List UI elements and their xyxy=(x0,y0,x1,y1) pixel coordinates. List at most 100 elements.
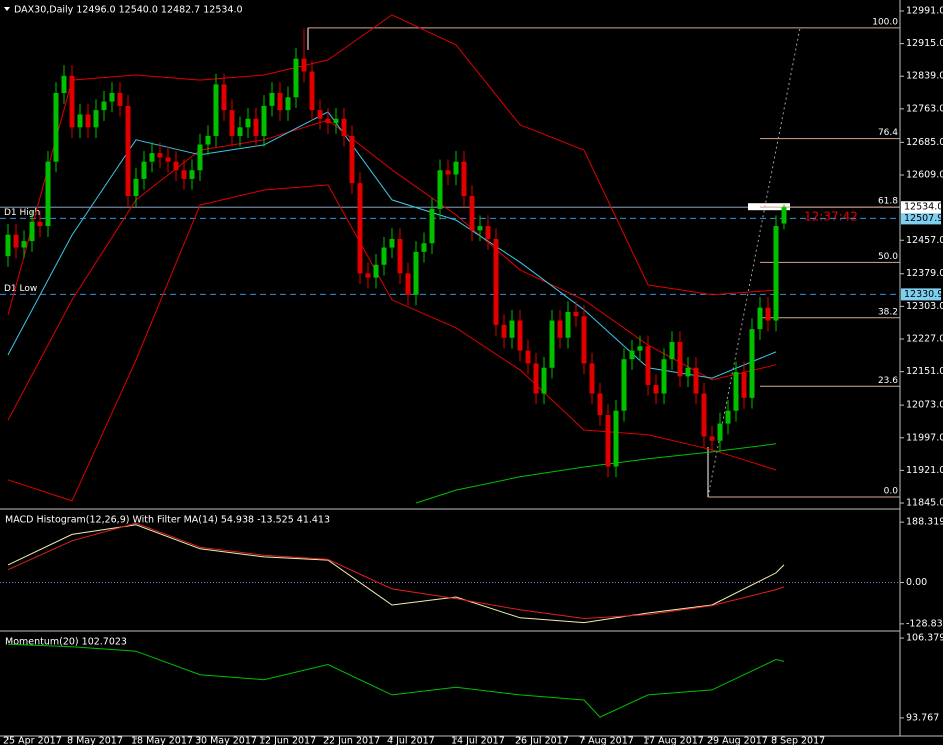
x-tick-label: 17 Aug 2017 xyxy=(643,736,704,745)
x-tick-label: 25 Apr 2017 xyxy=(3,736,62,745)
candle-body xyxy=(533,363,539,394)
chart-title: DAX30,Daily 12496.0 12540.0 12482.7 1253… xyxy=(14,5,243,16)
candle-body xyxy=(437,170,443,209)
candle-body xyxy=(709,436,715,441)
indicator-line xyxy=(7,14,777,316)
candle-body xyxy=(349,135,355,184)
candle-body xyxy=(549,320,555,368)
candle-body xyxy=(229,110,235,136)
candle-body xyxy=(365,273,371,278)
x-tick-label: 7 Aug 2017 xyxy=(579,736,634,745)
candle-body xyxy=(573,311,579,317)
last-price-label: 12534.0 xyxy=(904,202,943,213)
candle-body xyxy=(141,161,147,179)
candle-body xyxy=(53,92,59,162)
candle-body xyxy=(61,75,67,93)
bar-timer: 12:37:42 xyxy=(804,210,858,224)
y-tick-label: 12685.0 xyxy=(906,137,943,148)
x-tick-label: 14 Jul 2017 xyxy=(451,736,505,745)
candle-body xyxy=(485,226,491,239)
candle-body xyxy=(741,372,747,398)
candle-body xyxy=(477,226,483,231)
candle-body xyxy=(325,118,331,124)
y-tick-label: 11997.0 xyxy=(906,432,943,443)
indicator-line xyxy=(7,522,785,620)
candle-body xyxy=(629,350,635,360)
candle-body xyxy=(285,97,291,111)
candle-body xyxy=(109,92,115,102)
candle-body xyxy=(173,161,179,171)
candle-body xyxy=(421,243,427,252)
candle-body xyxy=(157,153,163,158)
candle-body xyxy=(581,316,587,364)
candle-body xyxy=(637,346,643,351)
y-tick-label: 12151.0 xyxy=(906,366,943,377)
candle-body xyxy=(677,342,683,377)
menu-arrow xyxy=(4,7,10,11)
candle-body xyxy=(469,196,475,231)
y-tick-label: 188.319 xyxy=(906,517,943,528)
y-tick-label: 12915.0 xyxy=(906,38,943,49)
candle-body xyxy=(293,58,299,98)
candle-body xyxy=(341,118,347,136)
indicator-line xyxy=(415,443,777,504)
candle-body xyxy=(165,157,171,162)
x-tick-label: 26 Jul 2017 xyxy=(515,736,569,745)
candle-body xyxy=(117,92,123,106)
fib-level-label: 76.4 xyxy=(878,128,898,138)
candle-body xyxy=(333,118,339,124)
candle-body xyxy=(373,264,379,278)
candle-body xyxy=(309,71,315,111)
candle-body xyxy=(685,367,691,377)
candle-body xyxy=(133,178,139,197)
momentum-title: Momentum(20) 102.7023 xyxy=(5,637,127,648)
candle-body xyxy=(29,221,35,242)
y-tick-label: 12379.0 xyxy=(906,268,943,279)
x-tick-label: 30 May 2017 xyxy=(195,736,257,745)
candle-body xyxy=(621,359,627,411)
candle-body xyxy=(197,144,203,171)
macd-title: MACD Histogram(12,26,9) With Filter MA(1… xyxy=(5,515,330,526)
fib-level-label: 23.6 xyxy=(878,376,898,386)
candle-body xyxy=(749,329,755,398)
candle-body xyxy=(597,393,603,416)
level-box xyxy=(901,212,941,225)
candle-body xyxy=(221,84,227,111)
candle-body xyxy=(701,393,707,437)
candle-body xyxy=(245,118,251,128)
candle-body xyxy=(445,170,451,175)
candle-body xyxy=(13,234,19,248)
indicator-line xyxy=(7,524,785,624)
candle-body xyxy=(461,161,467,197)
x-tick-label: 29 Aug 2017 xyxy=(707,736,768,745)
candle-body xyxy=(5,234,11,257)
last-price-box xyxy=(901,201,941,214)
y-tick-label: 93.767 xyxy=(906,712,939,723)
candle-body xyxy=(517,320,523,351)
candle-body xyxy=(405,273,411,295)
x-tick-label: 4 Jul 2017 xyxy=(387,736,435,745)
candle-body xyxy=(205,135,211,145)
x-tick-label: 8 May 2017 xyxy=(67,736,123,745)
x-tick-label: 8 Sep 2017 xyxy=(771,736,825,745)
candle-body xyxy=(397,238,403,274)
candle-body xyxy=(733,372,739,411)
candle-body xyxy=(37,221,43,227)
candle-body xyxy=(645,346,651,385)
candle-body xyxy=(93,110,99,128)
candle-body xyxy=(501,324,507,338)
fib-level-label: 50.0 xyxy=(878,252,898,262)
candle-body xyxy=(693,367,699,394)
candle-body xyxy=(189,170,195,179)
candle-body xyxy=(541,367,547,394)
candle-body xyxy=(389,238,395,248)
indicator-line xyxy=(7,184,777,502)
candle-body xyxy=(589,363,595,394)
candle-body xyxy=(85,114,91,128)
y-tick-label: -128.834 xyxy=(906,618,943,629)
fib-level-label: 100.0 xyxy=(872,17,898,27)
candle-body xyxy=(525,350,531,364)
y-tick-label: 106.379 xyxy=(906,633,943,644)
